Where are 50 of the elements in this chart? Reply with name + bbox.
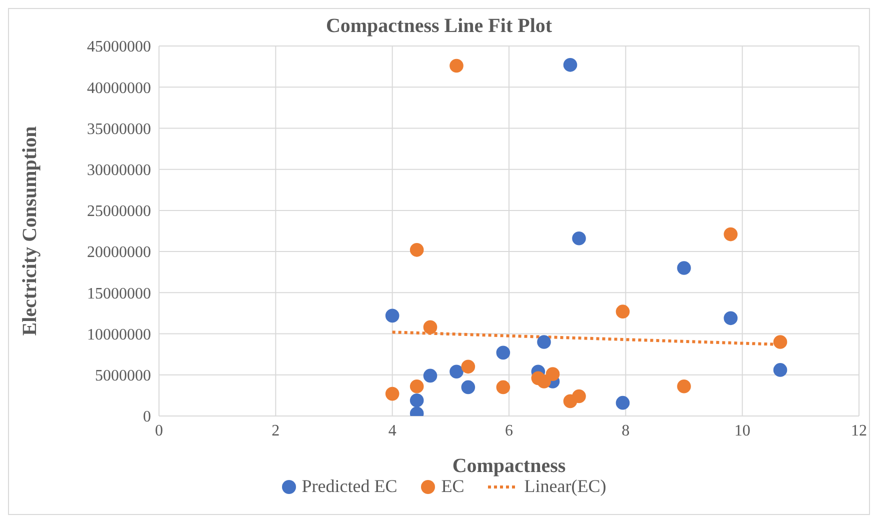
point <box>423 368 438 383</box>
point <box>773 335 788 349</box>
x-tick-label: 12 <box>851 422 867 440</box>
point <box>461 360 476 374</box>
point <box>537 335 551 349</box>
y-tick-label: 15000000 <box>87 285 151 302</box>
legend-label: EC <box>440 476 464 497</box>
point <box>546 367 560 381</box>
legend-label: Linear(EC) <box>524 476 606 497</box>
point <box>385 308 400 323</box>
point <box>461 380 476 394</box>
point <box>677 380 691 394</box>
x-tick-label: 10 <box>734 422 750 440</box>
y-tick-label: 40000000 <box>87 80 151 97</box>
y-tick-label: 0 <box>143 408 151 426</box>
y-tick-label: 20000000 <box>87 244 151 262</box>
y-tick-label: 25000000 <box>87 203 151 220</box>
point <box>385 386 400 401</box>
point <box>563 58 578 72</box>
x-tick-label: 0 <box>155 422 163 440</box>
point <box>496 346 510 360</box>
point <box>410 380 424 394</box>
y-tick-label: 10000000 <box>87 326 151 344</box>
point <box>496 380 510 394</box>
point <box>572 232 586 246</box>
point <box>572 389 586 404</box>
y-tick-label: 45000000 <box>87 38 151 56</box>
point <box>616 304 630 318</box>
x-tick-label: 4 <box>388 422 396 440</box>
point <box>537 374 551 388</box>
point <box>410 393 424 408</box>
x-axis-title: Compactness <box>452 455 566 477</box>
point <box>724 311 738 326</box>
point <box>410 243 424 257</box>
point <box>450 364 464 378</box>
x-tick-label: 2 <box>272 422 280 440</box>
point <box>724 227 738 242</box>
y-tick-label: 35000000 <box>87 120 151 138</box>
x-tick-label: 6 <box>505 422 513 440</box>
y-tick-label: 30000000 <box>87 162 151 180</box>
x-tick-label: 8 <box>622 422 630 440</box>
point <box>677 261 691 275</box>
chart-title: Compactness Line Fit Plot <box>324 14 554 38</box>
point <box>423 320 438 334</box>
point <box>616 396 630 410</box>
point <box>773 363 788 377</box>
y-tick-label: 5000000 <box>95 368 151 385</box>
y-axis-title: Electricity Consumption <box>19 126 42 336</box>
legend-label: Predicted EC <box>300 476 398 497</box>
point <box>450 58 464 73</box>
